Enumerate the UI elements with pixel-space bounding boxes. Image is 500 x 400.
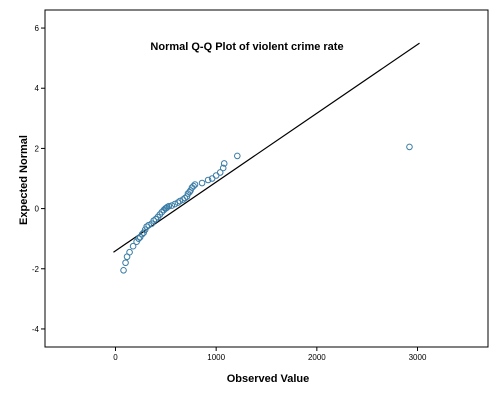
data-point <box>165 202 173 210</box>
x-tick-label: 1000 <box>207 353 225 362</box>
x-tick-label: 2000 <box>308 353 326 362</box>
y-tick-label: -2 <box>32 265 40 274</box>
data-point <box>198 179 206 187</box>
y-tick-label: 6 <box>35 24 40 33</box>
data-point <box>181 194 189 202</box>
data-point <box>204 176 212 184</box>
data-point <box>138 230 146 238</box>
data-point <box>190 182 197 190</box>
y-tick-label: 4 <box>35 84 40 93</box>
y-tick-label: 2 <box>35 144 40 153</box>
data-point <box>219 164 227 172</box>
data-point <box>135 235 142 242</box>
y-axis-title: Expected Normal <box>18 135 30 225</box>
data-point <box>234 152 241 160</box>
data-points <box>120 143 413 274</box>
data-point <box>191 181 199 188</box>
data-point <box>150 217 158 224</box>
x-tick-label: 0 <box>113 353 118 362</box>
y-axis-ticks: -4 -2 0 2 4 6 <box>32 24 45 334</box>
x-tick-label: 3000 <box>409 353 427 362</box>
y-tick-label: -4 <box>32 325 40 334</box>
data-point <box>220 160 228 167</box>
data-point <box>122 259 129 267</box>
data-point <box>406 143 413 151</box>
plot-area-frame <box>44 9 489 348</box>
data-point <box>129 242 137 250</box>
chart-title: Normal Q-Q Plot of violent crime rate <box>150 41 343 53</box>
data-point <box>216 169 224 176</box>
reference-line-group <box>113 42 420 253</box>
data-point <box>152 215 160 223</box>
y-tick-label: 0 <box>35 205 40 214</box>
data-point <box>174 199 182 206</box>
data-point <box>164 203 171 211</box>
data-point <box>126 248 133 256</box>
data-point <box>120 266 127 274</box>
data-point <box>143 223 150 230</box>
normal-reference-line <box>113 42 420 253</box>
x-axis-title: Observed Value <box>227 373 310 385</box>
x-axis-ticks: 0 1000 2000 3000 <box>113 347 427 362</box>
data-point <box>158 208 166 216</box>
